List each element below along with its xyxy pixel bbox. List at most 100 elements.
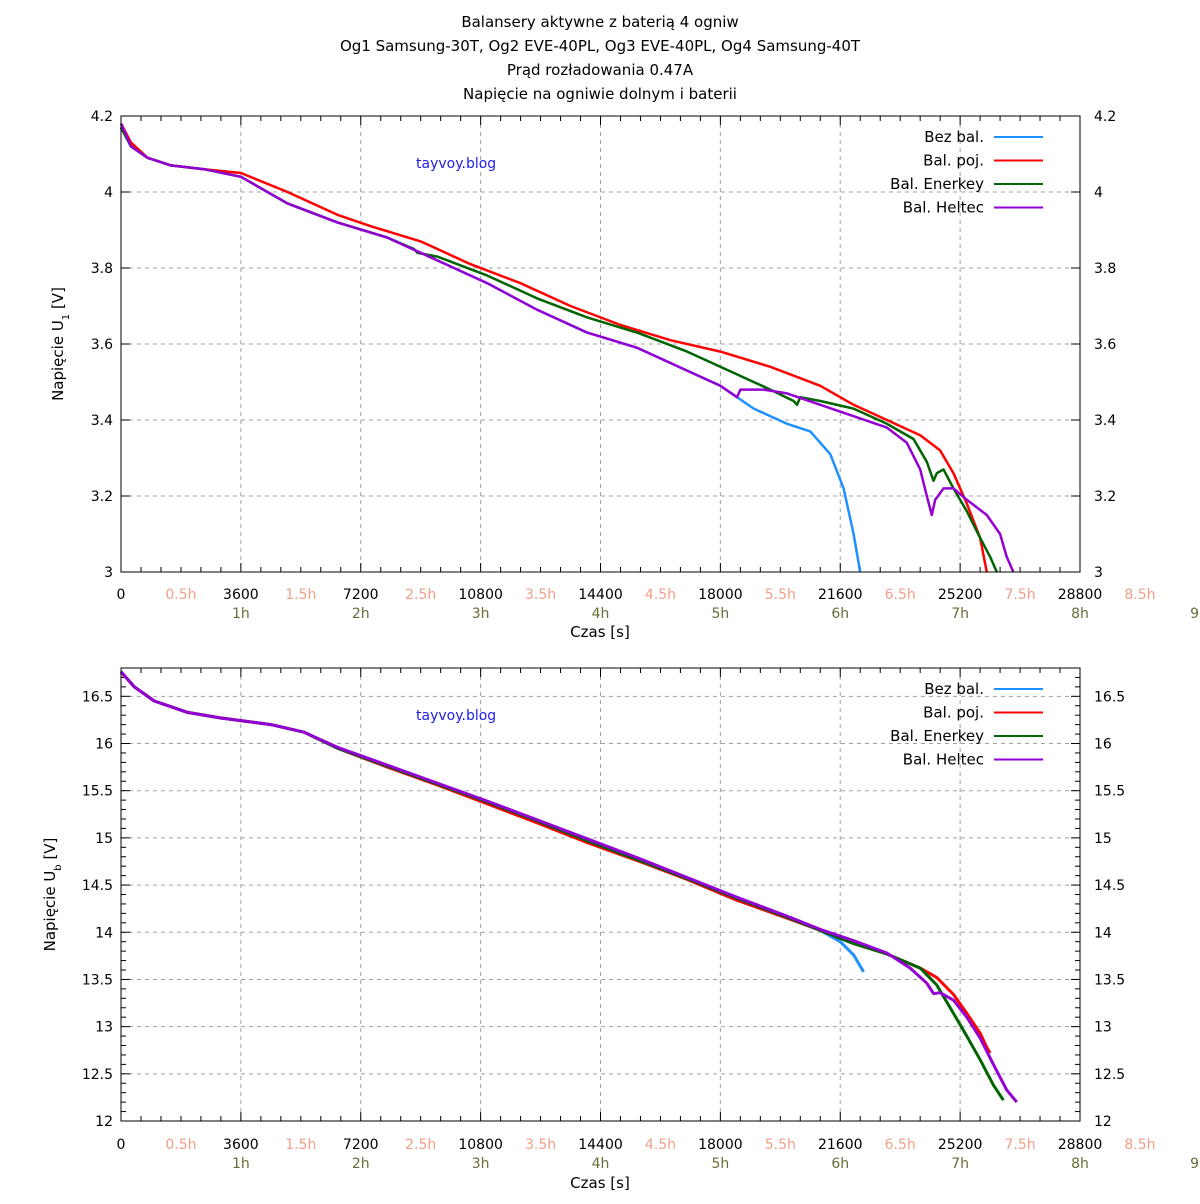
y2-tick-label: 13.5 xyxy=(1094,972,1125,988)
y-axis-label: Napięcie Ub [V] xyxy=(41,838,64,952)
x-half-hour-label: 2.5h xyxy=(405,587,436,603)
x-hour-label: 2h xyxy=(352,606,370,622)
x-hour-label: 6h xyxy=(831,606,849,622)
y2-tick-label: 13 xyxy=(1094,1020,1112,1036)
chart-title: Balansery aktywne z baterią 4 ogniw Og1 … xyxy=(340,13,861,103)
y-tick-label: 3.4 xyxy=(91,413,113,429)
x-tick-label: 21600 xyxy=(818,1137,863,1153)
watermark: tayvoy.blog xyxy=(416,156,496,172)
x-tick-label: 7200 xyxy=(343,1137,379,1153)
y-tick-label: 13.5 xyxy=(82,972,113,988)
x-tick-label: 28800 xyxy=(1058,1137,1103,1153)
x-tick-label: 3600 xyxy=(223,1137,259,1153)
y2-tick-label: 3 xyxy=(1094,565,1103,581)
legend-label: Bez bal. xyxy=(924,128,984,146)
y2-tick-label: 4.2 xyxy=(1094,109,1116,125)
y2-tick-label: 16 xyxy=(1094,737,1112,753)
y-tick-label: 15.5 xyxy=(82,784,113,800)
x-half-hour-label: 8.5h xyxy=(1124,1137,1155,1153)
series-line-bal-heltec xyxy=(119,670,1018,1104)
x-half-hour-label: 8.5h xyxy=(1124,587,1155,603)
x-hour-label: 9 xyxy=(1190,606,1199,622)
y2-tick-label: 3.4 xyxy=(1094,413,1116,429)
title-line-4: Napięcie na ogniwie dolnym i baterii xyxy=(463,85,737,103)
y-tick-label: 14 xyxy=(95,925,113,941)
series-line-bal-poj xyxy=(119,670,992,1054)
series-line-bez-bal xyxy=(119,126,862,573)
legend-label: Bal. Enerkey xyxy=(890,727,984,745)
plot-frame xyxy=(120,115,1081,573)
y2-tick-label: 14.5 xyxy=(1094,878,1125,894)
series-line-bal-enerkey xyxy=(119,126,998,573)
x-tick-label: 18000 xyxy=(698,1137,743,1153)
plot-cell-voltage: 3 3 3.2 3.2 3.4 3.4 3.6 3.6 3.8 3.8 4 4 4.2 4.2 0 3600 7… xyxy=(49,109,1199,641)
x-tick-label: 10800 xyxy=(458,1137,503,1153)
x-half-hour-label: 4.5h xyxy=(645,1137,676,1153)
x-tick-label: 25200 xyxy=(938,1137,983,1153)
y2-tick-label: 15.5 xyxy=(1094,784,1125,800)
x-half-hour-label: 3.5h xyxy=(525,587,556,603)
y2-tick-label: 3.6 xyxy=(1094,337,1116,353)
x-hour-label: 8h xyxy=(1071,606,1089,622)
y-tick-label: 3.2 xyxy=(91,489,113,505)
x-hour-label: 9 xyxy=(1190,1156,1199,1172)
x-hour-label: 5h xyxy=(711,1156,729,1172)
x-hour-label: 2h xyxy=(352,1156,370,1172)
y2-tick-label: 3.8 xyxy=(1094,261,1116,277)
y-tick-label: 3.8 xyxy=(91,261,113,277)
x-hour-label: 7h xyxy=(951,1156,969,1172)
x-tick-label: 10800 xyxy=(458,587,503,603)
y2-tick-label: 15 xyxy=(1094,831,1112,847)
series-line-bal-enerkey xyxy=(119,670,1005,1102)
x-tick-label: 18000 xyxy=(698,587,743,603)
x-hour-label: 1h xyxy=(232,1156,250,1172)
plot-frame xyxy=(120,667,1081,1122)
legend-label: Bal. Heltec xyxy=(903,199,984,217)
x-half-hour-label: 6.5h xyxy=(885,587,916,603)
x-half-hour-label: 0.5h xyxy=(165,587,196,603)
y-tick-label: 3 xyxy=(104,565,113,581)
x-tick-label: 25200 xyxy=(938,587,983,603)
x-hour-label: 6h xyxy=(831,1156,849,1172)
legend-label: Bal. poj. xyxy=(923,152,984,170)
x-hour-label: 5h xyxy=(711,606,729,622)
x-half-hour-label: 6.5h xyxy=(885,1137,916,1153)
x-axis-label: Czas [s] xyxy=(570,1174,630,1192)
y-tick-label: 15 xyxy=(95,831,113,847)
x-half-hour-label: 5.5h xyxy=(765,1137,796,1153)
x-tick-label: 7200 xyxy=(343,587,379,603)
x-hour-label: 3h xyxy=(472,606,490,622)
x-hour-label: 4h xyxy=(592,606,610,622)
x-tick-label: 14400 xyxy=(578,1137,623,1153)
x-hour-label: 7h xyxy=(951,606,969,622)
y-tick-label: 12.5 xyxy=(82,1067,113,1083)
x-half-hour-label: 5.5h xyxy=(765,587,796,603)
plot-battery-voltage: 12 12 12.5 12.5 13 13 13.5 13.5 14 14 14.5 14.5 15 15… xyxy=(41,667,1199,1192)
y2-tick-label: 12 xyxy=(1094,1114,1112,1130)
x-tick-label: 0 xyxy=(117,587,126,603)
y-tick-label: 3.6 xyxy=(91,337,113,353)
y2-tick-label: 12.5 xyxy=(1094,1067,1125,1083)
legend-label: Bez bal. xyxy=(924,680,984,698)
x-tick-label: 14400 xyxy=(578,587,623,603)
title-line-2: Og1 Samsung-30T, Og2 EVE-40PL, Og3 EVE-4… xyxy=(340,37,861,55)
legend-label: Bal. Heltec xyxy=(903,751,984,769)
y-tick-label: 13 xyxy=(95,1020,113,1036)
title-line-1: Balansery aktywne z baterią 4 ogniw xyxy=(461,13,738,31)
y-tick-label: 14.5 xyxy=(82,878,113,894)
y-tick-label: 16 xyxy=(95,737,113,753)
y2-tick-label: 3.2 xyxy=(1094,489,1116,505)
x-half-hour-label: 1.5h xyxy=(285,1137,316,1153)
y-tick-label: 12 xyxy=(95,1114,113,1130)
legend-label: Bal. poj. xyxy=(923,704,984,722)
x-half-hour-label: 7.5h xyxy=(1004,1137,1035,1153)
y-tick-label: 4 xyxy=(104,185,113,201)
x-tick-label: 21600 xyxy=(818,587,863,603)
y-tick-label: 16.5 xyxy=(82,689,113,705)
x-tick-label: 0 xyxy=(117,1137,126,1153)
x-axis-label: Czas [s] xyxy=(570,623,630,641)
y2-tick-label: 4 xyxy=(1094,185,1103,201)
series-line-bal-poj xyxy=(119,123,989,573)
